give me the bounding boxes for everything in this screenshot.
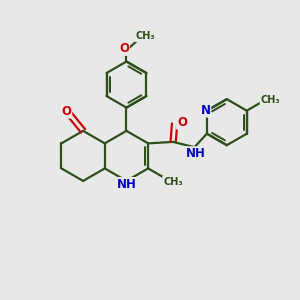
- Text: N: N: [200, 103, 210, 117]
- Text: NH: NH: [116, 178, 136, 191]
- Text: O: O: [61, 105, 71, 118]
- Text: CH₃: CH₃: [136, 31, 155, 41]
- Text: NH: NH: [186, 147, 206, 160]
- Text: O: O: [177, 116, 187, 129]
- Text: CH₃: CH₃: [261, 95, 280, 105]
- Text: CH₃: CH₃: [163, 176, 183, 187]
- Text: O: O: [119, 42, 129, 55]
